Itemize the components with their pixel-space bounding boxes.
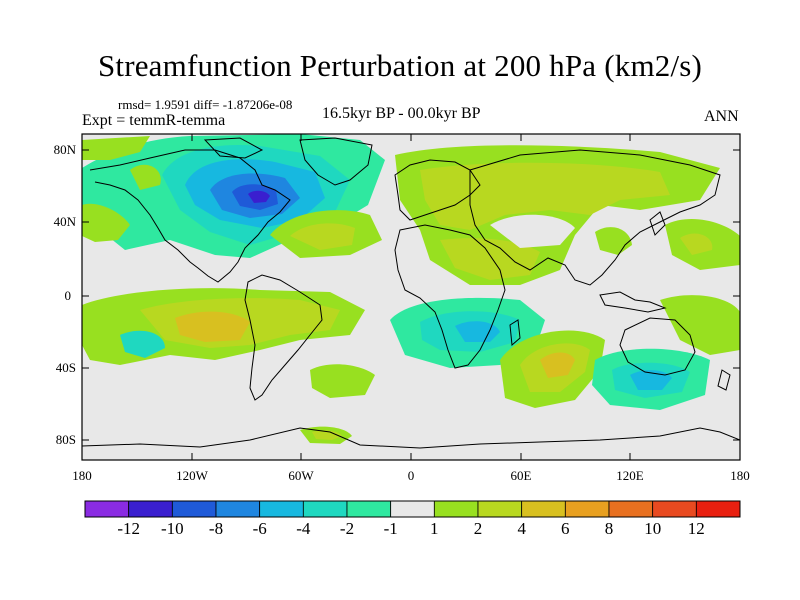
lon-label: 60W bbox=[288, 468, 314, 483]
colorbar-box bbox=[171, 500, 217, 518]
lon-label: 180 bbox=[730, 468, 750, 483]
lon-label: 120E bbox=[616, 468, 644, 483]
contour-pacific-pos-a bbox=[82, 203, 130, 242]
colorbar-box bbox=[695, 500, 741, 518]
lat-label: 40N bbox=[54, 214, 77, 229]
contour-seindian-neg3 bbox=[630, 370, 672, 390]
colorbar-box bbox=[259, 500, 304, 518]
coast-indonesia bbox=[599, 291, 667, 313]
colorbar-label: 2 bbox=[474, 519, 483, 538]
colorbar-box bbox=[302, 500, 348, 518]
coast-arctic-islands bbox=[203, 137, 264, 159]
colorbar-label: -12 bbox=[117, 519, 140, 538]
lon-label: 0 bbox=[408, 468, 415, 483]
contour-eurasia-pos3 bbox=[440, 238, 540, 280]
colorbar bbox=[84, 500, 741, 518]
colorbar-box bbox=[433, 500, 479, 518]
contour-antarctic-pos2 bbox=[312, 430, 342, 440]
coast-australia bbox=[619, 317, 696, 376]
lat-axis: 80N 40N 0 40S 80S bbox=[54, 142, 740, 447]
coast-asia bbox=[469, 149, 721, 286]
colorbar-label: -1 bbox=[384, 519, 398, 538]
contour-alaska-pos bbox=[82, 136, 150, 160]
contour-spacific-pos3 bbox=[175, 311, 250, 342]
contour-spacific-pos-south bbox=[310, 364, 375, 398]
lon-label: 180 bbox=[72, 468, 92, 483]
contour-pacific-pos-b bbox=[130, 164, 161, 190]
lat-label: 0 bbox=[65, 288, 72, 303]
lon-label: 120W bbox=[176, 468, 209, 483]
colorbar-label: 6 bbox=[561, 519, 570, 538]
coast-europe bbox=[394, 159, 481, 221]
contour-sindian-pos3 bbox=[540, 352, 575, 378]
contour-spacific-neg bbox=[120, 330, 165, 358]
colorbar-frame bbox=[84, 500, 741, 518]
colorbar-label: -4 bbox=[296, 519, 311, 538]
colorbar-box bbox=[390, 500, 435, 518]
colorbar-label: -6 bbox=[253, 519, 267, 538]
colorbar-label: 4 bbox=[517, 519, 526, 538]
coast-new-zealand bbox=[717, 369, 731, 391]
colorbar-label: -2 bbox=[340, 519, 354, 538]
lat-label: 80S bbox=[56, 432, 76, 447]
lon-label: 60E bbox=[511, 468, 532, 483]
contour-wpacific-pos2 bbox=[680, 233, 713, 255]
colorbar-label: 8 bbox=[605, 519, 614, 538]
contour-swpacific-pos bbox=[660, 295, 740, 355]
colorbar-box bbox=[477, 500, 523, 518]
lat-label: 80N bbox=[54, 142, 77, 157]
contour-safrica-neg3 bbox=[455, 321, 500, 342]
colorbar-box bbox=[84, 500, 130, 518]
colorbar-box bbox=[652, 500, 697, 518]
colorbar-label: 10 bbox=[644, 519, 661, 538]
coast-antarctica bbox=[82, 427, 740, 449]
colorbar-box bbox=[128, 500, 173, 518]
coast-north-america bbox=[89, 149, 291, 283]
colorbar-box bbox=[346, 500, 392, 518]
colorbar-box bbox=[564, 500, 610, 518]
colorbar-box bbox=[521, 500, 566, 518]
colorbar-label: -8 bbox=[209, 519, 223, 538]
colorbar-label: 12 bbox=[688, 519, 705, 538]
lon-axis: 180 120W 60W 0 60E 120E 180 bbox=[72, 134, 750, 483]
coastlines bbox=[82, 137, 740, 449]
map-title: Streamfunction Perturbation at 200 hPa (… bbox=[97, 48, 703, 83]
coast-africa bbox=[394, 224, 506, 369]
contour-atlantic-pos2 bbox=[290, 223, 355, 250]
period-label: 16.5kyr BP - 00.0kyr BP bbox=[322, 105, 481, 122]
colorbar-box bbox=[608, 500, 654, 518]
coast-south-america bbox=[244, 274, 323, 401]
lat-label: 40S bbox=[56, 360, 76, 375]
colorbar-labels: -12 -10 -8 -6 -4 -2 -1 1 2 4 6 8 10 12 bbox=[117, 519, 704, 538]
coast-japan bbox=[649, 211, 666, 236]
colorbar-label: 1 bbox=[430, 519, 439, 538]
contour-north-america-neg6 bbox=[248, 190, 270, 203]
season-label: ANN bbox=[704, 108, 739, 125]
coast-madagascar bbox=[509, 319, 521, 347]
contour-eurasia-neutral bbox=[490, 214, 575, 248]
rmsd-stats: rmsd= 1.9591 diff= -1.87206e-08 bbox=[118, 97, 293, 112]
coast-greenland bbox=[299, 137, 373, 186]
contour-eurasia-pos2 bbox=[420, 162, 670, 230]
colorbar-box bbox=[215, 500, 261, 518]
colorbar-label: -10 bbox=[161, 519, 184, 538]
experiment-label: Expt = temmR-temma bbox=[82, 112, 226, 129]
